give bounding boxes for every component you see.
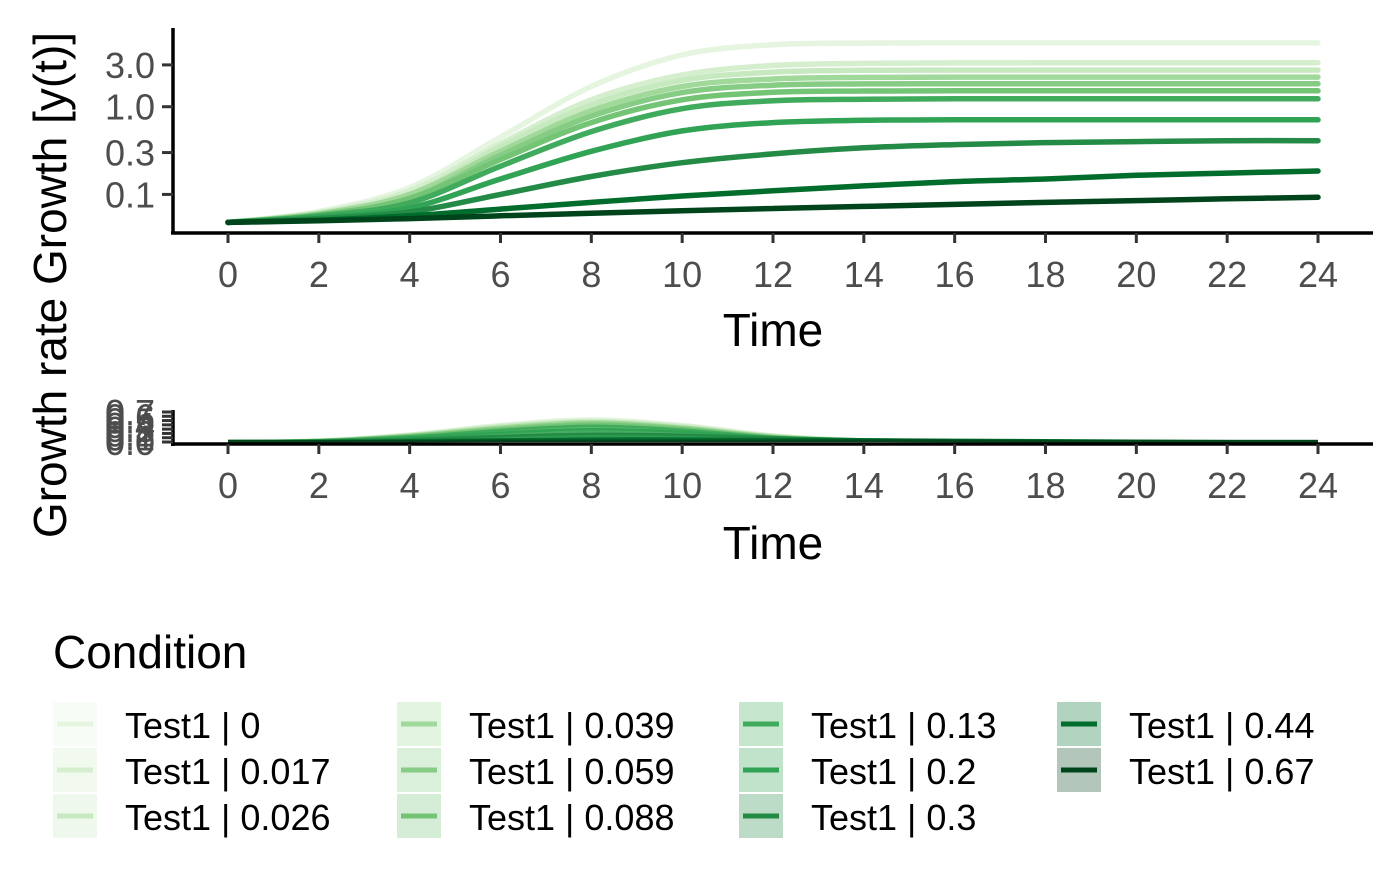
top-series-lines xyxy=(228,43,1318,223)
legend-item: Test1 | 0.017 xyxy=(53,748,331,792)
top-y-tick-label: 3.0 xyxy=(105,45,155,86)
bottom-y-tick-label: 0.0 xyxy=(105,422,155,463)
top-x-tick-label: 12 xyxy=(753,254,793,295)
top-y-tick-label: 1.0 xyxy=(105,87,155,128)
legend-label: Test1 | 0.026 xyxy=(125,797,331,838)
top-x-tick-label: 22 xyxy=(1207,254,1247,295)
top-x-tick-label: 14 xyxy=(844,254,884,295)
legend-label: Test1 | 0.44 xyxy=(1129,705,1314,746)
top-y-tick-label: 0.3 xyxy=(105,133,155,174)
legend-label: Test1 | 0.13 xyxy=(811,705,996,746)
legend-item: Test1 | 0.67 xyxy=(1057,748,1314,792)
top-x-axis-label: Time xyxy=(723,304,824,356)
bottom-x-tick-label: 4 xyxy=(400,465,420,506)
legend-item: Test1 | 0.2 xyxy=(739,748,976,792)
legend-items: Test1 | 0 Test1 | 0.017 Test1 | 0.026 Test1… xyxy=(53,702,1314,838)
legend-label: Test1 | 0.017 xyxy=(125,751,331,792)
legend-title: Condition xyxy=(53,626,247,678)
bottom-x-tick-label: 8 xyxy=(581,465,601,506)
legend-item: Test1 | 0.13 xyxy=(739,702,996,746)
legend-label: Test1 | 0.039 xyxy=(469,705,675,746)
bottom-x-tick-label: 6 xyxy=(490,465,510,506)
top-y-ticks: 0.10.3 1.03.0 xyxy=(105,45,173,216)
legend-item: Test1 | 0 xyxy=(53,702,260,746)
bottom-x-tick-label: 20 xyxy=(1116,465,1156,506)
top-x-tick-label: 2 xyxy=(309,254,329,295)
legend-label: Test1 | 0.059 xyxy=(469,751,675,792)
bottom-x-tick-label: 22 xyxy=(1207,465,1247,506)
legend-item: Test1 | 0.026 xyxy=(53,794,331,838)
bottom-x-tick-label: 14 xyxy=(844,465,884,506)
top-x-tick-label: 6 xyxy=(490,254,510,295)
bottom-x-tick-label: 10 xyxy=(662,465,702,506)
top-x-tick-label: 18 xyxy=(1025,254,1065,295)
top-x-tick-label: 8 xyxy=(581,254,601,295)
legend-label: Test1 | 0.2 xyxy=(811,751,976,792)
top-x-tick-label: 4 xyxy=(400,254,420,295)
legend-item: Test1 | 0.44 xyxy=(1057,702,1314,746)
top-y-tick-label: 0.1 xyxy=(105,174,155,215)
bottom-x-tick-label: 24 xyxy=(1298,465,1338,506)
bottom-y-ticks: 0.70.60.50.40.30.20.10.0 xyxy=(105,392,173,463)
bottom-x-tick-label: 18 xyxy=(1025,465,1065,506)
legend-label: Test1 | 0.67 xyxy=(1129,751,1314,792)
y-axis-label: Growth rate Growth [y(t)] xyxy=(24,32,76,538)
top-x-tick-label: 0 xyxy=(218,254,238,295)
top-x-tick-label: 24 xyxy=(1298,254,1338,295)
top-x-tick-label: 10 xyxy=(662,254,702,295)
bottom-x-tick-label: 16 xyxy=(935,465,975,506)
legend-item: Test1 | 0.039 xyxy=(397,702,675,746)
legend-label: Test1 | 0.088 xyxy=(469,797,675,838)
top-x-tick-label: 20 xyxy=(1116,254,1156,295)
legend-item: Test1 | 0.088 xyxy=(397,794,675,838)
legend-label: Test1 | 0.3 xyxy=(811,797,976,838)
bottom-x-tick-label: 2 xyxy=(309,465,329,506)
legend-item: Test1 | 0.3 xyxy=(739,794,976,838)
bottom-x-tick-label: 0 xyxy=(218,465,238,506)
top-x-tick-label: 16 xyxy=(935,254,975,295)
legend-label: Test1 | 0 xyxy=(125,705,260,746)
legend-item: Test1 | 0.059 xyxy=(397,748,675,792)
bottom-x-axis-label: Time xyxy=(723,517,824,569)
bottom-series-areas xyxy=(228,418,1318,442)
bottom-x-tick-label: 12 xyxy=(753,465,793,506)
